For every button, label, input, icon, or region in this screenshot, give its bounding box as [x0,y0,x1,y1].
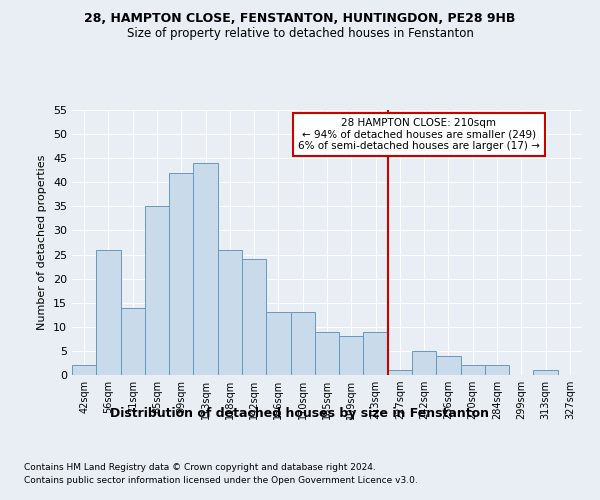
Bar [461,366,485,375]
Bar [121,308,145,375]
Bar [266,312,290,375]
Bar [388,370,412,375]
Bar [242,260,266,375]
Bar [218,250,242,375]
Text: Size of property relative to detached houses in Fenstanton: Size of property relative to detached ho… [127,28,473,40]
Text: 28, HAMPTON CLOSE, FENSTANTON, HUNTINGDON, PE28 9HB: 28, HAMPTON CLOSE, FENSTANTON, HUNTINGDO… [85,12,515,26]
Bar [315,332,339,375]
Text: Contains public sector information licensed under the Open Government Licence v3: Contains public sector information licen… [24,476,418,485]
Bar [436,356,461,375]
Bar [533,370,558,375]
Text: Contains HM Land Registry data © Crown copyright and database right 2024.: Contains HM Land Registry data © Crown c… [24,462,376,471]
Bar [193,163,218,375]
Bar [364,332,388,375]
Bar [72,366,96,375]
Text: Distribution of detached houses by size in Fenstanton: Distribution of detached houses by size … [110,408,490,420]
Bar [169,172,193,375]
Y-axis label: Number of detached properties: Number of detached properties [37,155,47,330]
Bar [412,351,436,375]
Text: 28 HAMPTON CLOSE: 210sqm
← 94% of detached houses are smaller (249)
6% of semi-d: 28 HAMPTON CLOSE: 210sqm ← 94% of detach… [298,118,540,151]
Bar [485,366,509,375]
Bar [339,336,364,375]
Bar [290,312,315,375]
Bar [145,206,169,375]
Bar [96,250,121,375]
